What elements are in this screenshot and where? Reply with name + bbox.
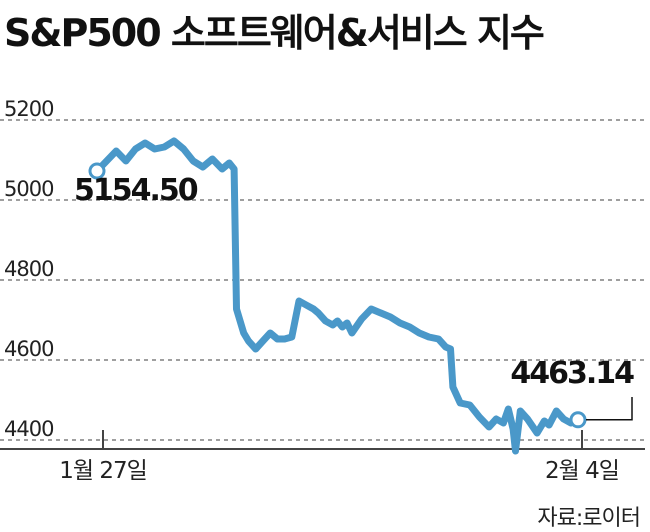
start-point-marker [88, 162, 106, 180]
series-line [93, 137, 582, 455]
start-value-label: 5154.50 [74, 173, 198, 208]
x-tick-label: 1월 27일 [59, 458, 147, 484]
y-tick-label: 5000 [4, 177, 53, 201]
x-tick-label: 2월 4일 [545, 458, 619, 484]
y-tick-label: 4400 [4, 417, 53, 441]
y-tick-label: 5200 [4, 97, 53, 121]
end-annotation-leader [586, 397, 633, 421]
chart-title: S&P500 소프트웨어&서비스 지수 [4, 11, 545, 55]
source-credit: 자료:로이터 [537, 506, 641, 531]
y-tick-label: 4800 [4, 257, 53, 281]
end-value-label: 4463.14 [510, 356, 634, 391]
y-tick-label: 4600 [4, 337, 53, 361]
end-point-marker [569, 411, 587, 429]
